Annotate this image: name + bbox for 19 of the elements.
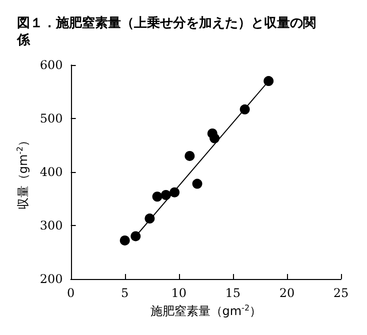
point — [184, 150, 195, 161]
x-tick-label: 10 — [171, 286, 187, 300]
point — [152, 192, 162, 202]
point — [210, 133, 220, 144]
x-tick-label: 5 — [121, 286, 129, 300]
x-tick-label: 25 — [333, 286, 349, 300]
chart-title: 図１．施肥窒素量（上乗せ分を加えた）と収量の関係 — [16, 15, 316, 48]
y-tick-label: 300 — [40, 218, 63, 232]
point — [264, 76, 274, 86]
point — [192, 178, 202, 189]
x-tick-label: 15 — [225, 286, 241, 300]
y-tick-label: 400 — [40, 165, 63, 179]
x-tick-label: 0 — [66, 286, 75, 300]
y-tick-label: 500 — [40, 112, 63, 126]
y-tick-label: 200 — [40, 272, 63, 286]
y-tick-label: 600 — [40, 58, 63, 72]
point — [120, 235, 130, 246]
x-tick-label: 20 — [279, 286, 295, 300]
y-axis-title: 収量（gm-2） — [16, 134, 30, 210]
